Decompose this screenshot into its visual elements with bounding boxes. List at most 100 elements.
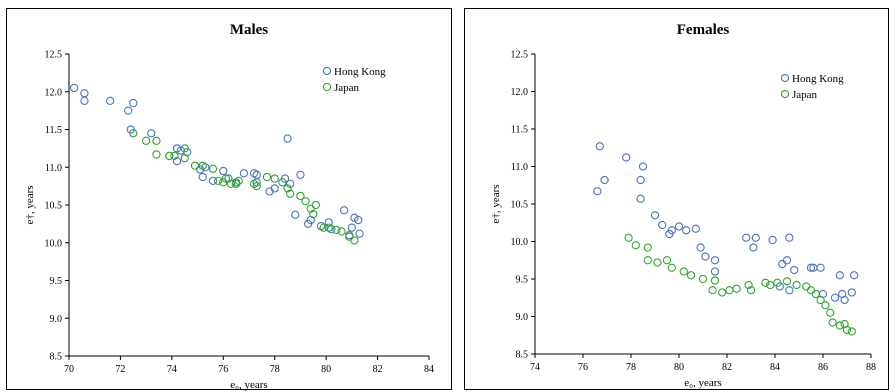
data-point-hong-kong: [172, 157, 182, 166]
y-tick-label: 12.5: [511, 50, 529, 61]
data-point-japan: [847, 327, 856, 336]
data-point-japan: [234, 176, 243, 185]
legend-marker-hong-kong: [780, 73, 790, 83]
data-point-hong-kong: [239, 169, 249, 178]
y-tick-label: 9.0: [50, 314, 63, 325]
y-tick-label: 10.5: [45, 201, 63, 212]
data-point-japan: [631, 241, 640, 250]
data-point-hong-kong: [785, 233, 794, 242]
y-tick-label: 11.5: [45, 125, 62, 136]
y-tick-label: 12.0: [511, 87, 529, 98]
y-axis-label: e†, years: [490, 184, 502, 223]
y-tick-label: 9.5: [50, 276, 63, 287]
x-tick-label: 82: [722, 362, 732, 373]
females-scatter-plot: Females 8.5 9.0 9.5 10.0 10.5 11.0 11.5 12.0 12.5…: [490, 22, 876, 389]
data-point-japan: [332, 225, 341, 235]
data-point-japan: [708, 286, 717, 295]
x-tick-label: 76: [578, 362, 588, 373]
data-point-hong-kong: [751, 233, 760, 242]
data-point-japan: [828, 318, 837, 327]
data-point-hong-kong: [778, 259, 787, 269]
y-tick-label: 8.5: [50, 352, 63, 363]
data-point-hong-kong: [710, 267, 720, 276]
x-tick-label: 82: [373, 364, 383, 375]
data-point-japan: [746, 286, 756, 295]
data-point-japan: [821, 301, 830, 310]
x-tick-label: 70: [64, 364, 74, 375]
x-tick-label: 72: [115, 364, 125, 375]
data-point-hong-kong: [816, 263, 825, 272]
x-tick-label: 88: [866, 362, 876, 373]
data-point-japan: [129, 129, 138, 138]
data-point-japan: [643, 243, 652, 252]
y-tick-label: 10.0: [45, 238, 63, 249]
data-point-hong-kong: [650, 211, 660, 220]
data-point-hong-kong: [674, 222, 684, 231]
data-point-japan: [221, 174, 231, 183]
data-point-japan: [208, 164, 218, 173]
data-point-japan: [842, 325, 852, 335]
data-point-hong-kong: [80, 96, 89, 105]
legend-label-hong-kong: Hong Kong: [792, 73, 844, 85]
data-point-japan: [679, 267, 688, 276]
data-point-hong-kong: [219, 166, 228, 176]
data-point-hong-kong: [355, 229, 364, 238]
data-point-japan: [190, 161, 200, 170]
data-point-japan: [662, 256, 672, 265]
y-tick-label: 9.5: [516, 275, 529, 286]
data-point-japan: [667, 263, 676, 272]
data-point-japan: [337, 227, 346, 236]
data-point-hong-kong: [208, 176, 218, 185]
data-point-hong-kong: [252, 170, 261, 179]
data-point-hong-kong: [682, 226, 691, 235]
males-scatter-plot: Males 8.5 9.0 9.5 10.0 10.5 11.0 11.5 12.0 12.5 70…: [24, 22, 434, 391]
data-point-japan: [296, 191, 305, 201]
data-point-japan: [835, 321, 844, 330]
data-point-japan: [732, 284, 741, 293]
data-point-hong-kong: [806, 263, 816, 272]
data-point-japan: [710, 276, 720, 285]
data-point-japan: [180, 154, 189, 163]
legend-label-japan: Japan: [792, 89, 818, 101]
legend-marker-hong-kong: [322, 66, 332, 76]
data-point-hong-kong: [742, 233, 751, 242]
data-point-japan: [141, 136, 151, 145]
data-point-hong-kong: [593, 187, 602, 196]
data-point-japan: [249, 179, 259, 189]
data-point-japan: [309, 209, 318, 219]
data-point-hong-kong: [710, 256, 720, 265]
y-tick-label: 11.5: [511, 125, 528, 136]
data-point-japan: [686, 271, 696, 280]
y-tick-label: 11.0: [511, 162, 528, 173]
data-point-hong-kong: [595, 142, 604, 151]
data-point-hong-kong: [790, 265, 799, 275]
x-axis-label: e₀, years: [684, 377, 721, 389]
legend-marker-japan: [780, 89, 790, 99]
x-tick-label: 78: [270, 364, 280, 375]
data-point-hong-kong: [835, 271, 844, 280]
x-tick-label: 84: [770, 362, 780, 373]
data-point-japan: [262, 172, 272, 182]
data-point-japan: [766, 280, 775, 290]
data-point-japan: [283, 184, 292, 193]
data-point-japan: [816, 295, 825, 305]
y-tick-label: 10.0: [511, 237, 529, 248]
data-point-japan: [324, 223, 333, 232]
data-point-japan: [285, 189, 295, 198]
chart-title: Females: [677, 22, 730, 38]
data-point-japan: [643, 256, 652, 265]
data-point-japan: [252, 181, 261, 191]
data-point-hong-kong: [347, 223, 357, 232]
data-point-japan: [180, 144, 189, 153]
data-point-hong-kong: [291, 210, 300, 219]
data-point-japan: [792, 280, 801, 290]
y-tick-label: 12.0: [45, 87, 63, 98]
data-point-hong-kong: [840, 295, 849, 305]
data-point-hong-kong: [354, 215, 363, 225]
data-point-hong-kong: [296, 170, 305, 179]
data-point-hong-kong: [665, 229, 674, 239]
x-tick-label: 76: [218, 364, 228, 375]
data-point-japan: [811, 289, 820, 299]
data-point-japan: [744, 280, 753, 290]
data-point-japan: [624, 233, 633, 242]
